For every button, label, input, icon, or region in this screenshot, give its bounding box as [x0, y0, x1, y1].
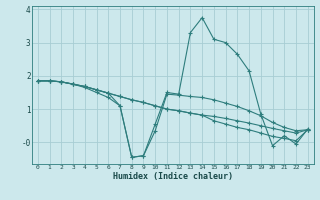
- X-axis label: Humidex (Indice chaleur): Humidex (Indice chaleur): [113, 172, 233, 181]
